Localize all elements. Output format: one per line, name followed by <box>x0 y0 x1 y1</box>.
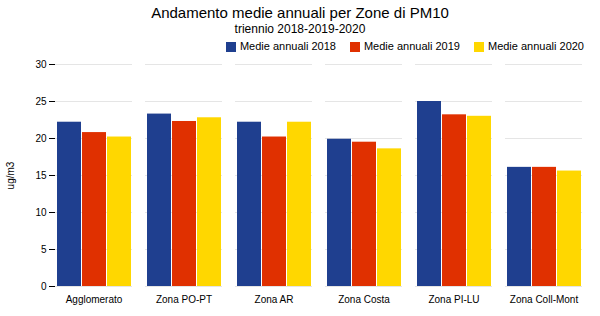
svg-text:20: 20 <box>35 133 47 144</box>
html-text:Medie annuali 2020: Medie annuali 2020 <box>488 40 584 52</box>
svg-text:Agglomerato: Agglomerato <box>66 294 123 305</box>
svg-text:ug/m3: ug/m3 <box>5 161 16 189</box>
html-text:triennio 2018-2019-2020: triennio 2018-2019-2020 <box>234 22 366 36</box>
svg-text:10: 10 <box>35 207 47 218</box>
svg-text:Zona PO-PT: Zona PO-PT <box>156 294 212 305</box>
svg-text:Zona PI-LU: Zona PI-LU <box>428 294 479 305</box>
html-text:Medie annuali 2019: Medie annuali 2019 <box>363 40 460 52</box>
svg-text:5: 5 <box>41 244 47 255</box>
html-text:Andamento medie annuali per Zo: Andamento medie annuali per Zone di PM10 <box>151 4 449 21</box>
svg-text:Zona Costa: Zona Costa <box>338 294 390 305</box>
svg-text:30: 30 <box>35 59 47 70</box>
svg-text:15: 15 <box>35 170 47 181</box>
svg-text:Zona AR: Zona AR <box>255 294 294 305</box>
svg-text:0: 0 <box>41 281 47 292</box>
svg-text:25: 25 <box>35 96 47 107</box>
svg-text:Zona Coll-Mont: Zona Coll-Mont <box>510 294 579 305</box>
html-text:Medie annuali 2018: Medie annuali 2018 <box>239 40 336 52</box>
